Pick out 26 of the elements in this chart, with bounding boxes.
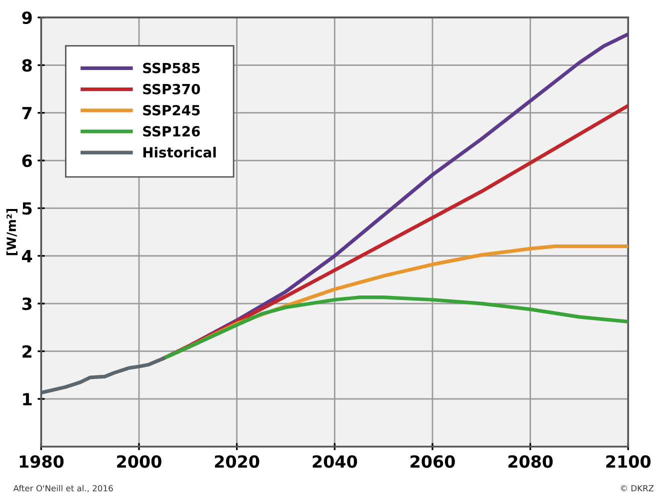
y-tick-label: 8 [22,59,32,72]
y-tick-label: 7 [22,107,32,120]
x-tick-label: 2040 [312,455,358,468]
x-tick-label: 2080 [508,455,553,468]
legend-label: SSP585 [143,62,200,74]
y-tick-label: 5 [22,202,32,215]
y-tick-label: 6 [22,154,32,168]
y-tick-label: 2 [22,345,32,358]
x-tick-label: 2000 [117,455,162,468]
x-tick-label: 1980 [20,455,64,468]
line-series [41,356,166,395]
text: After O'Neill et al., 2016 [13,484,113,492]
y-tick-label: 1 [23,393,32,406]
legend-label: Historical [143,146,216,158]
y-tick-label: 3 [22,298,32,310]
text: © DKRZ [620,485,654,492]
x-tick-label: 2060 [410,455,455,468]
legend-label: SSP370 [143,84,200,94]
y-axis-title: [W/m²] [6,208,18,256]
y-tick-label: 9 [22,11,32,24]
x-tick-label: 2100 [606,455,651,468]
y-tick-label: 4 [22,250,32,262]
legend-label: SSP126 [143,126,200,137]
line-series [162,296,628,360]
legend-label: SSP245 [143,104,200,116]
x-tick-label: 2020 [214,455,260,468]
